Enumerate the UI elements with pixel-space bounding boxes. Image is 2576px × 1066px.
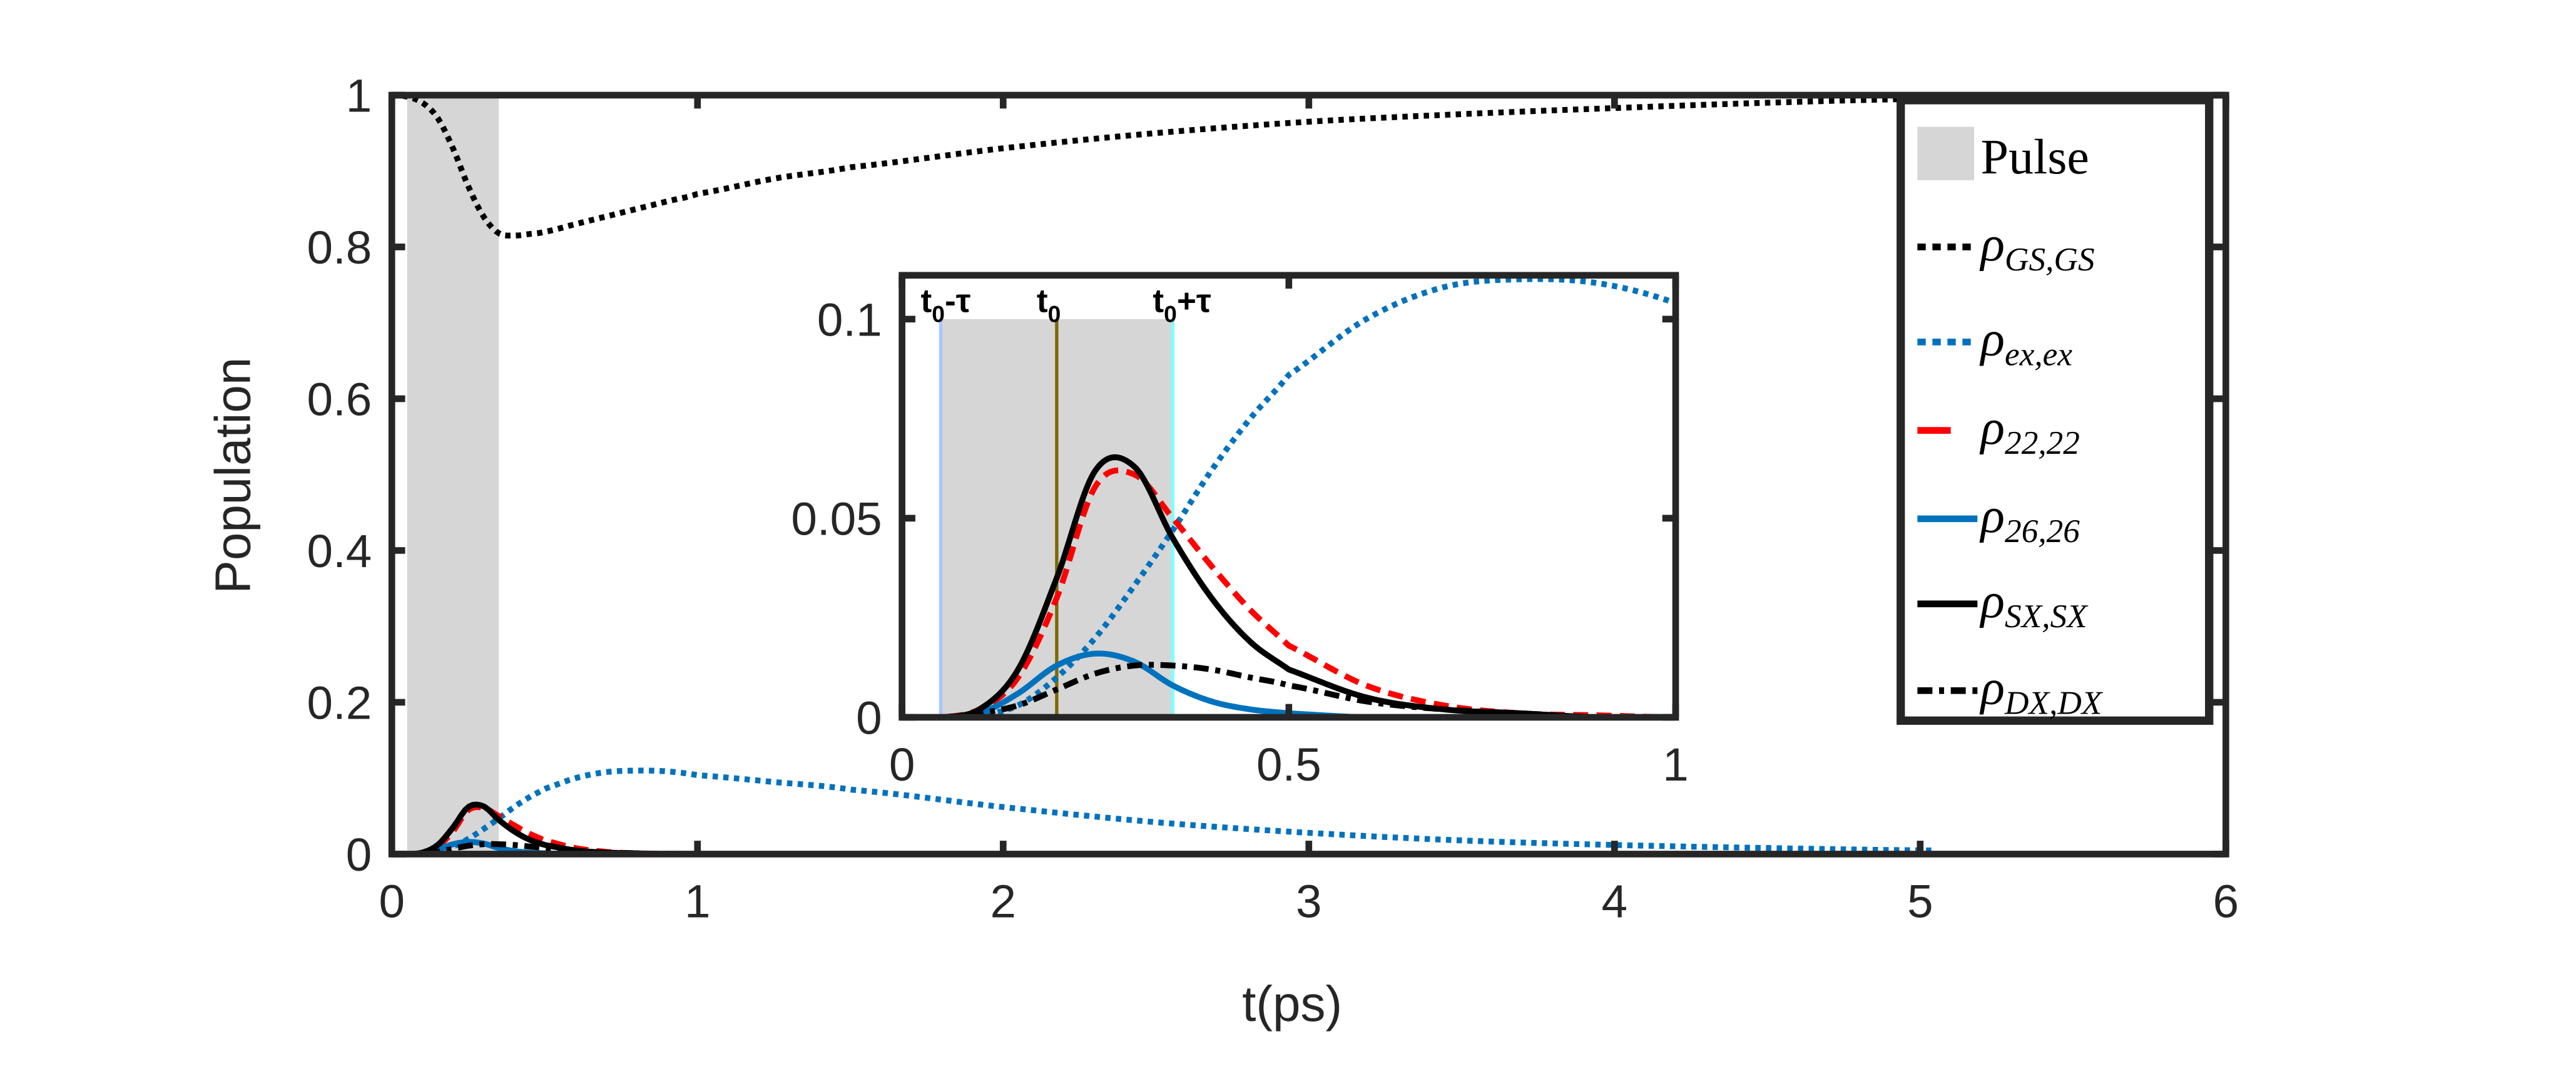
y-tick-label: 0 [346, 828, 372, 881]
x-tick-label: 6 [2213, 875, 2239, 928]
legend-label-6: ρDX,DX [1979, 660, 2104, 722]
x-axis-label: t(ps) [1242, 976, 1342, 1032]
x-tick-label: 0 [379, 875, 405, 928]
legend: PulseρGS,GSρex,exρ22,22ρ26,26ρSX,SXρDX,D… [1896, 96, 2214, 725]
legend-symbol: ρ [1979, 488, 2005, 543]
legend-subscript: 22,22 [2005, 424, 2080, 461]
legend-label-5: ρSX,SX [1979, 573, 2089, 635]
x-tick-label: 4 [1602, 875, 1628, 928]
y-tick-label: 0.4 [307, 525, 372, 577]
y-tick-label: 0.05 [791, 493, 882, 545]
marker-label-2: t0+τ [1153, 282, 1211, 327]
x-tick-label: 3 [1296, 875, 1322, 928]
y-tick-label: 0 [856, 692, 882, 744]
legend-label-4: ρ26,26 [1979, 488, 2080, 550]
legend-symbol: ρ [1979, 400, 2005, 455]
pulse-region [407, 95, 499, 854]
x-tick-label: 1 [1662, 738, 1689, 791]
marker-label-1: t0 [1037, 282, 1061, 327]
series-line-ex-ex [902, 276, 1676, 717]
legend-subscript: SX,SX [2005, 598, 2089, 635]
x-tick-label: 5 [1907, 875, 1933, 928]
legend-swatch-pulse [1917, 126, 1975, 180]
inset-plot: t0-τ t0 t0+τ 0 0.5 1 0 0.05 0.1 [791, 272, 1689, 791]
x-tick-label: 2 [990, 875, 1017, 928]
x-tick-label: 0.5 [1256, 738, 1321, 791]
y-tick-label: 0.6 [307, 373, 372, 426]
x-tick-label: 0 [889, 738, 915, 791]
legend-subscript: GS,GS [2005, 241, 2095, 278]
y-tick-label: 0.1 [817, 293, 882, 346]
legend-symbol: ρ [1979, 217, 2005, 272]
y-tick-label: 0.2 [307, 677, 372, 729]
x-tick-label: 1 [685, 875, 711, 928]
legend-label-3: ρ22,22 [1979, 400, 2080, 461]
legend-subscript: ex,ex [2005, 336, 2072, 373]
marker-label-0: t0-τ [920, 282, 970, 327]
y-tick-label: 0.8 [307, 221, 372, 274]
legend-box [1896, 96, 2214, 725]
legend-symbol: ρ [1979, 573, 2005, 628]
legend-label-2: ρex,ex [1979, 312, 2073, 373]
series-line-ex-ex [392, 767, 1936, 854]
legend-subscript: DX,DX [2004, 685, 2104, 722]
series-line-22-22 [902, 467, 1676, 717]
y-tick-label: 1 [346, 69, 372, 122]
legend-symbol: ρ [1979, 312, 2005, 367]
legend-label-pulse: Pulse [1981, 130, 2089, 185]
legend-label-1: ρGS,GS [1979, 217, 2095, 278]
y-axis-label: Population [205, 357, 261, 594]
legend-subscript: 26,26 [2005, 513, 2080, 550]
legend-symbol: ρ [1979, 660, 2005, 715]
